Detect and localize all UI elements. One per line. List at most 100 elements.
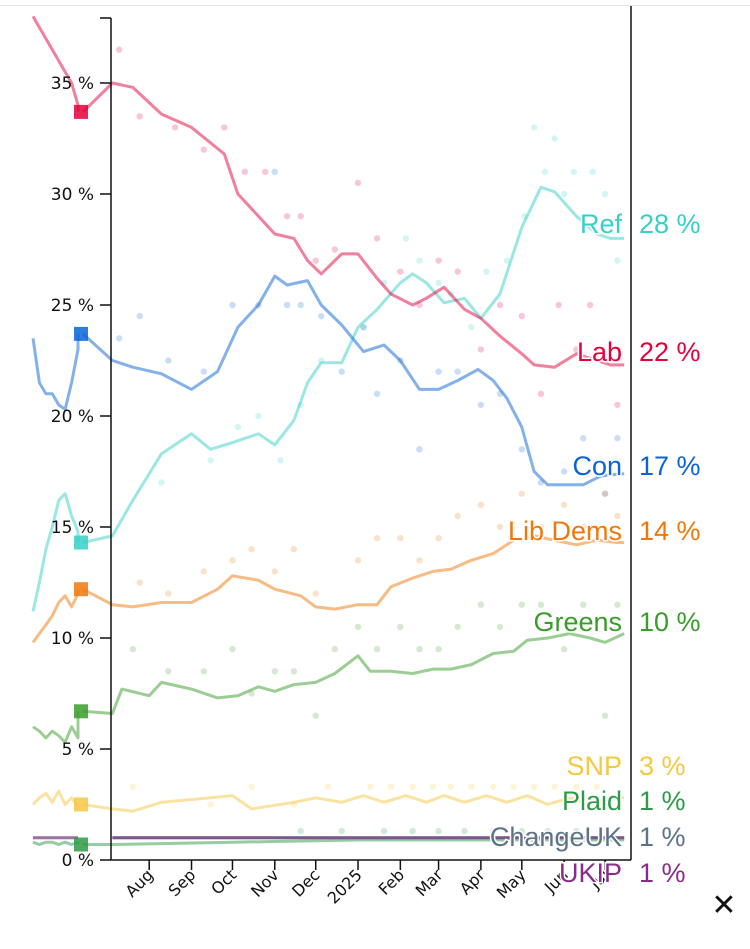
pre-election-line-lib-dems — [31, 589, 80, 644]
poll-dot-lib-dems — [435, 534, 442, 542]
poll-dot-plaid — [573, 827, 580, 835]
series-value-greens: 10 % — [639, 607, 701, 637]
poll-dot-lab — [397, 268, 404, 275]
poll-dot-lab — [312, 257, 319, 264]
poll-dot-ref — [589, 168, 596, 175]
poll-dot-lab — [477, 346, 485, 353]
poll-dot-snp — [593, 783, 601, 790]
poll-dot-snp — [248, 783, 255, 790]
poll-dot-plaid — [490, 827, 497, 835]
series-name-lib-dems: Lib Dems — [508, 516, 622, 546]
close-icon: ✕ — [711, 888, 737, 923]
poll-dot-plaid — [518, 827, 525, 835]
pre-election-line-lab — [31, 15, 80, 112]
poll-dot-ref — [435, 279, 442, 286]
result-marker-plaid — [74, 837, 88, 852]
close-button[interactable]: ✕ — [708, 888, 740, 924]
poll-dot-snp — [510, 783, 517, 790]
poll-dot-con — [200, 368, 207, 375]
poll-dot-greens — [373, 645, 381, 653]
poll-dot-lab — [221, 124, 228, 131]
poll-dot-greens — [496, 623, 504, 631]
poll-dot-lib-dems — [601, 490, 609, 497]
poll-dot-ref — [530, 124, 538, 131]
poll-dot-greens — [416, 645, 423, 653]
poll-dot-greens — [435, 645, 442, 653]
poll-dot-con — [338, 368, 345, 375]
pre-election-line-greens — [32, 711, 80, 744]
poll-dot-greens — [518, 601, 525, 608]
election-result-markers — [74, 104, 88, 852]
poll-dot-greens — [229, 645, 236, 653]
poll-dot-lib-dems — [477, 501, 485, 508]
pre-election-line-plaid — [32, 840, 80, 846]
result-marker-ref — [74, 535, 88, 550]
poll-dot-plaid — [409, 827, 416, 835]
poll-dot-lib-dems — [580, 523, 587, 531]
poll-dot-greens — [601, 712, 609, 719]
poll-dot-lib-dems — [312, 590, 319, 597]
poll-dot-greens — [354, 623, 362, 631]
poll-dot-ref — [570, 168, 577, 175]
trend-line-plaid — [83, 838, 625, 846]
poll-dot-lib-dems — [397, 534, 404, 542]
poll-dot-lab — [354, 179, 362, 187]
poll-dot-con — [165, 357, 172, 364]
top-divider — [0, 0, 750, 6]
poll-dot-lib-dems — [614, 512, 621, 520]
x-tick-label: 2025 — [324, 865, 366, 907]
poll-dot-lib-dems — [165, 590, 172, 597]
poll-dot-ref — [483, 268, 490, 275]
poll-dot-lib-dems — [537, 523, 545, 531]
x-tick-label: Apr — [456, 865, 489, 898]
trend-lines-layer — [81, 81, 625, 846]
poll-dot-lib-dems — [560, 501, 568, 508]
poll-dot-greens — [290, 668, 298, 675]
series-name-greens: Greens — [533, 607, 622, 637]
poll-dot-con — [580, 435, 587, 442]
series-value-ref: 28 % — [639, 209, 701, 239]
series-name-ukip: UKIP — [559, 858, 622, 888]
y-tick-label: 20 % — [51, 407, 94, 427]
series-value-snp: 3 % — [639, 751, 686, 781]
poll-dot-ref — [503, 257, 510, 264]
poll-dot-snp — [447, 783, 454, 790]
poll-dot-con — [416, 446, 423, 453]
poll-dot-lab — [614, 401, 621, 409]
poll-dot-snp — [429, 783, 437, 790]
poll-dot-greens — [397, 623, 404, 631]
poll-dot-snp — [409, 783, 416, 790]
poll-dot-snp — [551, 783, 558, 790]
poll-dot-ref — [277, 457, 284, 464]
poll-dot-lab — [454, 268, 461, 275]
poll-dot-greens — [331, 645, 338, 653]
poll-dot-ref — [614, 257, 621, 264]
poll-dot-lab — [200, 146, 207, 153]
axes-layer: 0 % 5 % 10 % 15 % 20 % 25 % 30 % 35 % Aug Sep Oct N… — [51, 6, 632, 908]
poll-dot-lab — [241, 168, 248, 175]
poll-dot-greens — [312, 712, 319, 719]
poll-dot-lib-dems — [271, 568, 278, 575]
poll-dot-snp — [468, 783, 475, 790]
poll-dot-snp — [573, 783, 580, 790]
series-name-con: Con — [572, 451, 622, 481]
poll-dot-con — [297, 301, 304, 309]
poll-dot-greens — [129, 645, 136, 653]
y-tick-label: 0 % — [62, 851, 94, 871]
y-tick-label: 5 % — [62, 740, 94, 760]
series-name-lab: Lab — [577, 337, 622, 367]
poll-dot-greens — [477, 601, 485, 608]
poll-dot-greens — [560, 645, 568, 653]
poll-dot-lib-dems — [229, 557, 236, 564]
poll-dot-snp — [530, 783, 538, 790]
poll-dot-ref — [560, 190, 568, 198]
poll-dot-lab — [116, 46, 123, 53]
series-name-snp: SNP — [566, 751, 622, 781]
poll-dot-lab — [297, 213, 304, 220]
series-name-ref: Ref — [580, 209, 623, 239]
poll-dot-lab — [537, 390, 545, 397]
poll-dot-ref — [402, 235, 409, 242]
result-marker-lab — [74, 104, 88, 119]
pre-election-lines-layer — [31, 15, 80, 846]
